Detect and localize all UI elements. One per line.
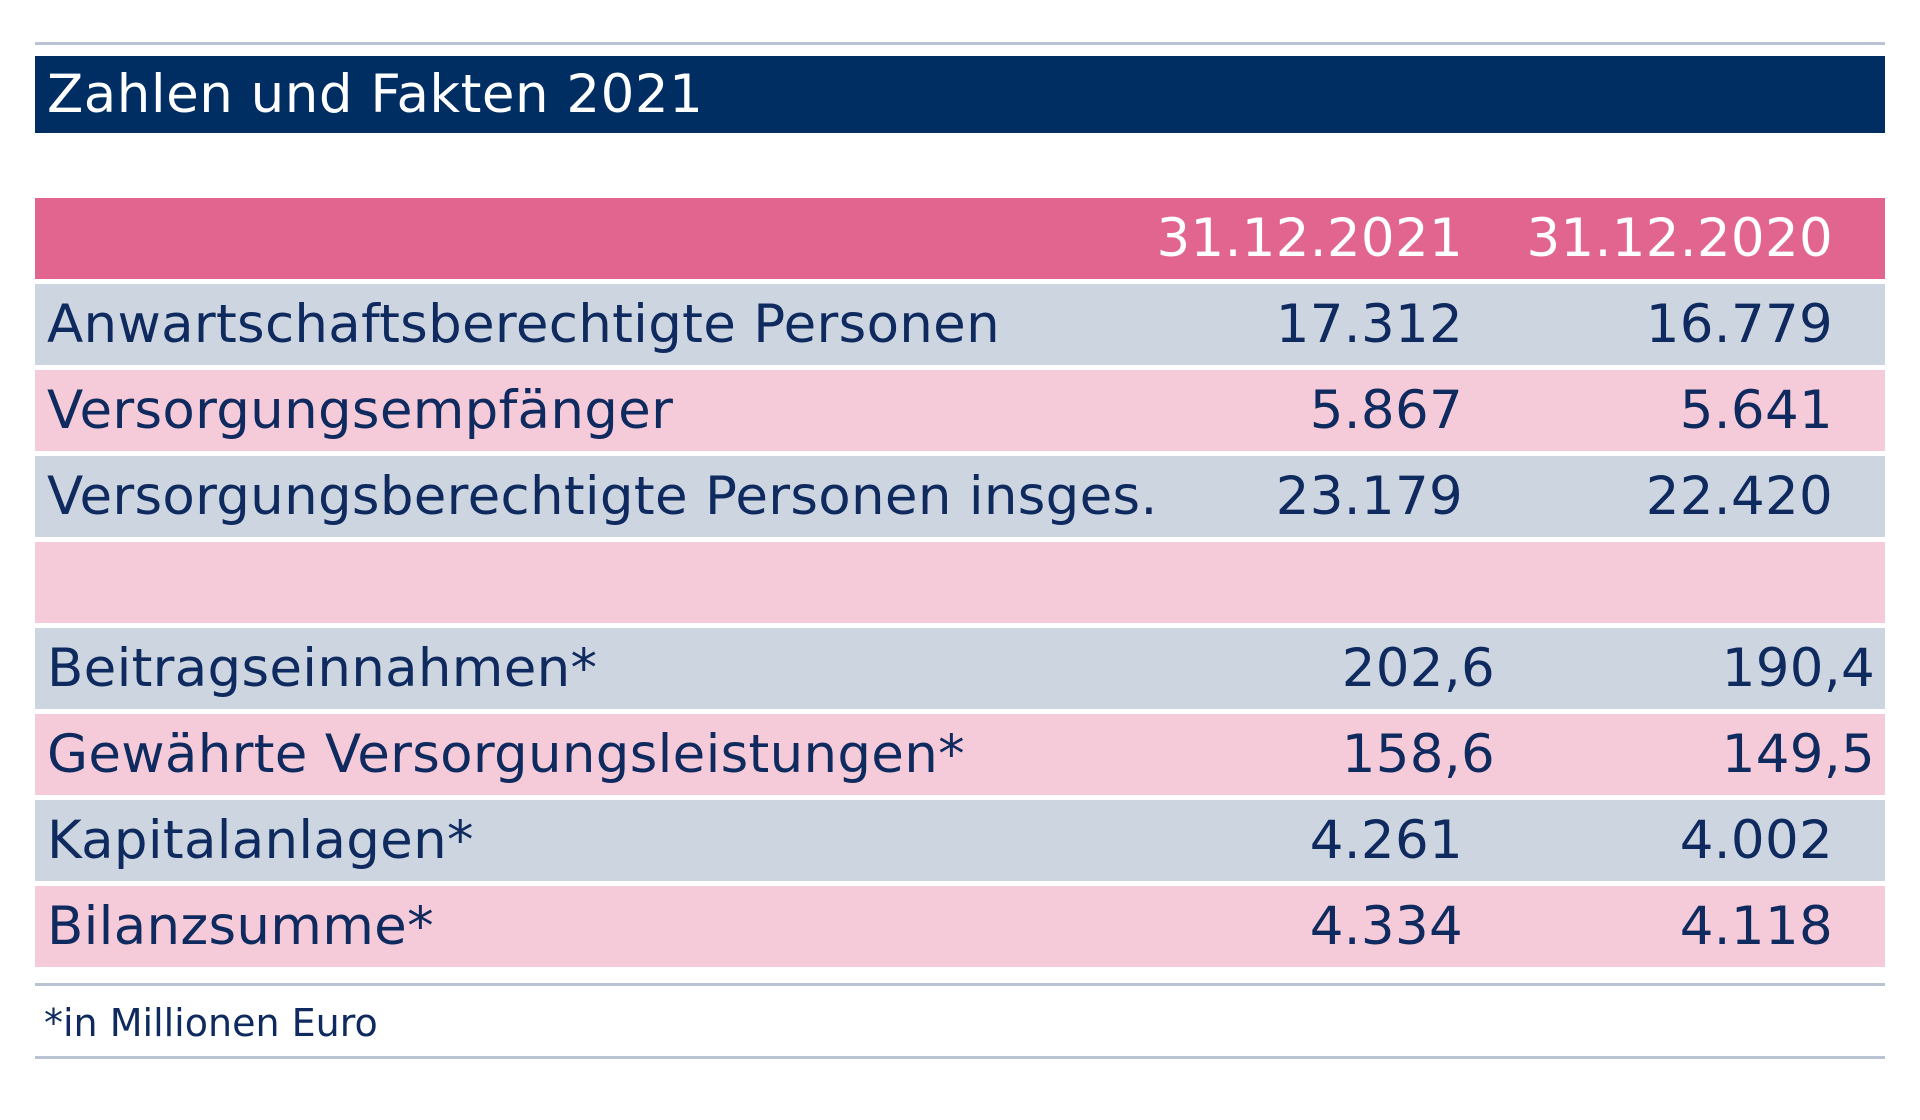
value-2021: 202,6 bbox=[1341, 638, 1495, 699]
value-2021: 17.312 bbox=[1275, 294, 1463, 355]
value-2020: 4.002 bbox=[1679, 810, 1833, 871]
value-2021: 5.867 bbox=[1309, 380, 1463, 441]
row-label: Versorgungsempfänger bbox=[47, 380, 674, 441]
table-row: Anwartschaftsberechtigte Personen 17.312… bbox=[35, 284, 1885, 365]
value-2021: 158,6 bbox=[1341, 724, 1495, 785]
table-row: Versorgungsempfänger 5.867 5.641 bbox=[35, 370, 1885, 451]
value-2021: 23.179 bbox=[1275, 466, 1463, 527]
value-2020: 22.420 bbox=[1645, 466, 1833, 527]
footnote: *in Millionen Euro bbox=[44, 1001, 378, 1045]
row-label: Beitragseinnahmen* bbox=[47, 638, 598, 699]
page-title: Zahlen und Fakten 2021 bbox=[35, 56, 1885, 133]
value-2020: 190,4 bbox=[1721, 638, 1875, 699]
bottom-rule bbox=[35, 1056, 1885, 1059]
table-spacer-row bbox=[35, 542, 1885, 623]
header-2020: 31.12.2020 bbox=[1526, 208, 1833, 269]
value-2020: 5.641 bbox=[1679, 380, 1833, 441]
value-2020: 4.118 bbox=[1679, 896, 1833, 957]
row-label: Anwartschaftsberechtigte Personen bbox=[47, 294, 1000, 355]
row-label: Versorgungsberechtigte Personen insges. bbox=[47, 466, 1158, 527]
row-label: Kapitalanlagen* bbox=[47, 810, 474, 871]
table-header-row: 31.12.2021 31.12.2020 bbox=[35, 198, 1885, 279]
table-row: Gewährte Versorgungsleistungen* 158,6 14… bbox=[35, 714, 1885, 795]
value-2020: 149,5 bbox=[1721, 724, 1875, 785]
footnote-top-rule bbox=[35, 983, 1885, 986]
top-rule bbox=[35, 42, 1885, 45]
table-row: Beitragseinnahmen* 202,6 190,4 bbox=[35, 628, 1885, 709]
table-row: Bilanzsumme* 4.334 4.118 bbox=[35, 886, 1885, 967]
value-2021: 4.334 bbox=[1309, 896, 1463, 957]
row-label: Bilanzsumme* bbox=[47, 896, 434, 957]
value-2021: 4.261 bbox=[1309, 810, 1463, 871]
row-label: Gewährte Versorgungsleistungen* bbox=[47, 724, 965, 785]
header-2021: 31.12.2021 bbox=[1156, 208, 1463, 269]
table-row: Versorgungsberechtigte Personen insges. … bbox=[35, 456, 1885, 537]
value-2020: 16.779 bbox=[1645, 294, 1833, 355]
table-row: Kapitalanlagen* 4.261 4.002 bbox=[35, 800, 1885, 881]
facts-table: 31.12.2021 31.12.2020 Anwartschaftsberec… bbox=[35, 198, 1885, 972]
